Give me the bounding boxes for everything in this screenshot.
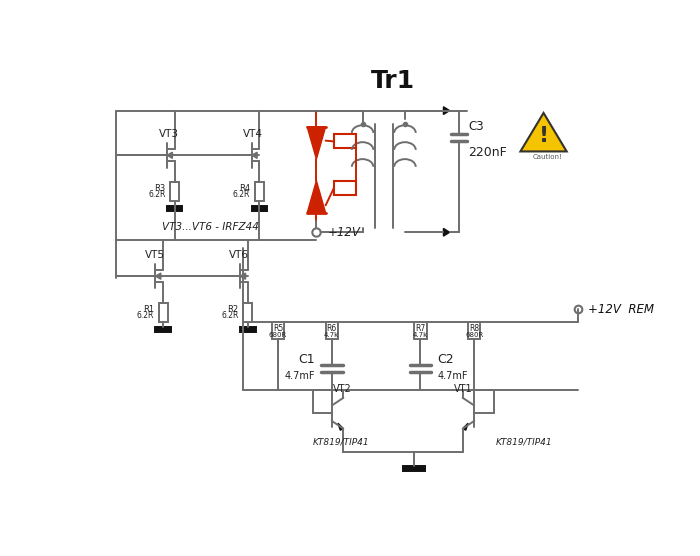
Text: C2: C2 — [438, 353, 454, 366]
Text: VT2: VT2 — [333, 384, 352, 394]
Bar — [272, 322, 284, 339]
Bar — [167, 206, 183, 211]
Polygon shape — [307, 181, 326, 213]
Text: VT3...VT6 - IRFZ44: VT3...VT6 - IRFZ44 — [162, 222, 259, 232]
Text: R4: R4 — [239, 184, 250, 193]
Text: +12V  REM: +12V REM — [588, 303, 654, 316]
Bar — [255, 182, 264, 201]
Text: R6: R6 — [327, 324, 337, 333]
Text: !: ! — [538, 126, 549, 146]
Text: 6.2R: 6.2R — [233, 190, 250, 199]
Text: 4.7mF: 4.7mF — [438, 371, 468, 381]
Text: 680R: 680R — [465, 332, 484, 337]
Text: C3: C3 — [468, 120, 484, 132]
Text: R3: R3 — [154, 184, 165, 193]
Polygon shape — [252, 152, 257, 158]
Text: R2: R2 — [228, 305, 239, 314]
Bar — [326, 322, 338, 339]
Text: 6.2R: 6.2R — [148, 190, 165, 199]
Polygon shape — [167, 152, 172, 158]
Text: 680R: 680R — [269, 332, 287, 337]
Text: 220nF: 220nF — [468, 146, 507, 160]
Text: R8: R8 — [469, 324, 480, 333]
Bar — [252, 206, 267, 211]
Bar — [158, 303, 168, 321]
Bar — [155, 327, 171, 331]
Polygon shape — [444, 107, 449, 115]
Text: 4.7k: 4.7k — [413, 332, 428, 337]
Text: 6.2R: 6.2R — [136, 311, 154, 320]
Text: C1: C1 — [298, 353, 315, 366]
Bar — [334, 181, 356, 195]
Bar — [414, 322, 426, 339]
Bar — [170, 182, 179, 201]
Bar — [240, 327, 256, 331]
Text: R7: R7 — [415, 324, 426, 333]
Polygon shape — [307, 127, 326, 159]
Bar — [403, 465, 425, 471]
Polygon shape — [338, 423, 344, 430]
Bar — [334, 135, 356, 148]
Bar — [468, 322, 480, 339]
Text: VT5: VT5 — [145, 250, 164, 260]
Text: 4.7mF: 4.7mF — [284, 371, 315, 381]
Text: VT1: VT1 — [454, 384, 472, 394]
Text: Caution!: Caution! — [533, 154, 562, 160]
Text: VT6: VT6 — [230, 250, 249, 260]
Text: R5: R5 — [273, 324, 283, 333]
Text: VT4: VT4 — [244, 128, 263, 138]
Text: +12V: +12V — [328, 226, 360, 239]
Bar — [244, 303, 253, 321]
Text: KT819/TIP41: KT819/TIP41 — [496, 438, 552, 447]
Text: R1: R1 — [143, 305, 154, 314]
Text: VT3: VT3 — [158, 128, 178, 138]
Text: KT819/TIP41: KT819/TIP41 — [312, 438, 369, 447]
Polygon shape — [240, 273, 246, 279]
Polygon shape — [521, 113, 567, 151]
Polygon shape — [444, 229, 449, 236]
Polygon shape — [463, 423, 468, 430]
Polygon shape — [155, 273, 161, 279]
Text: 4.7k: 4.7k — [324, 332, 340, 337]
Text: Tr1: Tr1 — [371, 68, 416, 93]
Text: 6.2R: 6.2R — [221, 311, 239, 320]
